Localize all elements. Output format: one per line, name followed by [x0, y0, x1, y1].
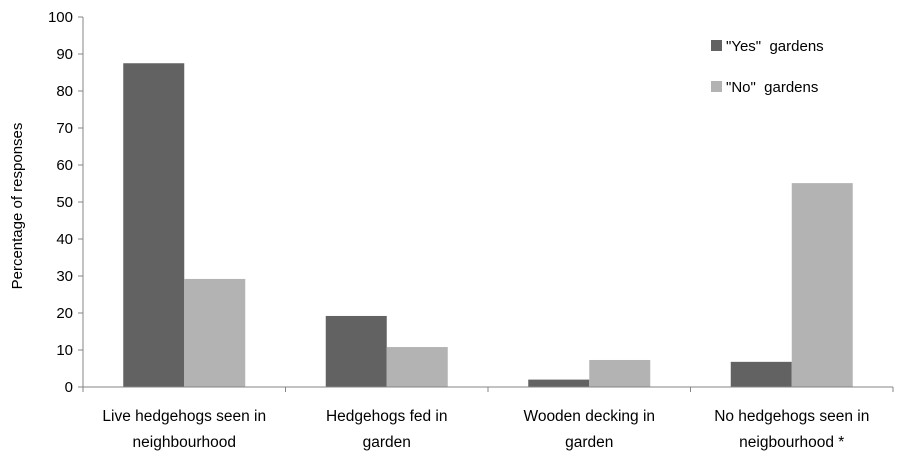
x-category-label-line: neigbourhood *: [739, 434, 844, 451]
legend-label-yes: "Yes" gardens: [726, 38, 824, 55]
x-category-label: Live hedgehogs seen in neighbourhood: [102, 408, 266, 451]
y-tick-label: 40: [56, 231, 73, 248]
bar-yes-gardens: [325, 315, 387, 387]
x-category-label-line: garden: [363, 434, 411, 451]
y-tick-label: 10: [56, 342, 73, 359]
bar-no-gardens: [791, 183, 853, 387]
y-axis-title: Percentage of responses: [9, 123, 26, 290]
x-category-label-line: Wooden decking in: [523, 408, 655, 425]
x-category-label: No hedgehogs seen in neigbourhood *: [714, 408, 869, 451]
x-category-label: Hedgehogs fed in garden: [326, 408, 448, 451]
x-axis-category-labels: Live hedgehogs seen in neighbourhood Hedge…: [102, 408, 869, 451]
y-tick-label: 0: [65, 379, 73, 396]
bar-no-gardens: [386, 347, 448, 387]
x-category-label-line: garden: [565, 434, 613, 451]
y-tick-label: 90: [56, 46, 73, 63]
legend-swatch-no: [711, 81, 722, 92]
x-category-label: Wooden decking in garden: [523, 408, 655, 451]
y-axis-ticks: 0 10 20 30 40 50 60 70 80 90 100: [48, 9, 83, 396]
legend-label-no: "No" gardens: [726, 79, 818, 96]
x-category-label-line: Live hedgehogs seen in: [102, 408, 266, 425]
legend: "Yes" gardens "No" gardens: [711, 38, 824, 96]
y-tick-label: 20: [56, 305, 73, 322]
bar-yes-gardens: [528, 379, 590, 387]
x-category-label-line: No hedgehogs seen in: [714, 408, 869, 425]
y-tick-label: 30: [56, 268, 73, 285]
bar-yes-gardens: [123, 63, 185, 387]
legend-swatch-yes: [711, 40, 722, 51]
y-tick-label: 100: [48, 9, 73, 26]
y-tick-label: 50: [56, 194, 73, 211]
x-category-label-line: Hedgehogs fed in: [326, 408, 448, 425]
x-axis-ticks: [82, 387, 894, 392]
bar-no-gardens: [589, 359, 651, 387]
y-tick-label: 60: [56, 157, 73, 174]
y-tick-label: 80: [56, 83, 73, 100]
bar-no-gardens: [184, 278, 246, 387]
y-tick-label: 70: [56, 120, 73, 137]
bar-yes-gardens: [730, 361, 792, 387]
x-category-label-line: neighbourhood: [133, 434, 236, 451]
bars: [123, 63, 853, 387]
